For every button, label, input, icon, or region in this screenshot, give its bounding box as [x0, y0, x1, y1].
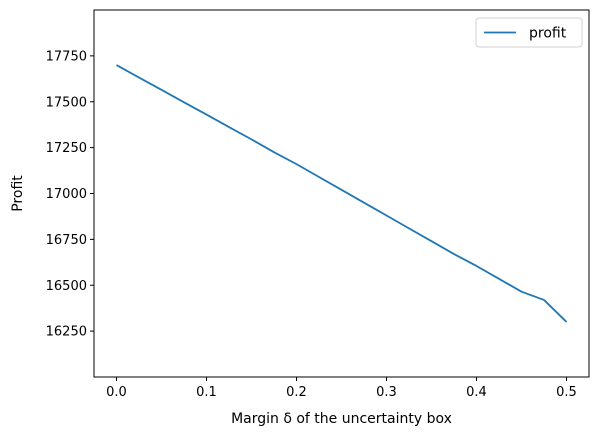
series-layer: [116, 64, 568, 323]
y-tick-label: 17000: [46, 187, 87, 202]
y-tick-label: 17750: [46, 49, 87, 64]
x-tick-label: 0.3: [376, 385, 397, 400]
y-tick-label: 17500: [46, 95, 87, 110]
y-tick-label: 16500: [46, 279, 87, 294]
x-tick-label: 0.4: [466, 385, 487, 400]
x-tick-label: 0.0: [106, 385, 127, 400]
legend-label-profit: profit: [529, 26, 567, 42]
x-axis: 0.0 0.1 0.2 0.3 0.4 0.5: [106, 377, 577, 400]
legend-box: [475, 17, 583, 48]
y-tick-label: 16250: [46, 325, 87, 340]
y-axis-label: Profit: [10, 175, 26, 212]
y-tick-label: 16750: [46, 233, 87, 248]
series-line-profit: [116, 64, 568, 323]
x-tick-label: 0.2: [286, 385, 307, 400]
legend: profit: [475, 17, 583, 48]
x-axis-label: Margin δ of the uncertainty box: [231, 411, 452, 427]
x-tick-label: 0.1: [196, 385, 217, 400]
plot-area: [94, 10, 589, 377]
y-tick-label: 17250: [46, 141, 87, 156]
y-axis: 16250 16500 16750 17000 17250 17500 17750: [46, 49, 94, 340]
x-tick-label: 0.5: [556, 385, 577, 400]
